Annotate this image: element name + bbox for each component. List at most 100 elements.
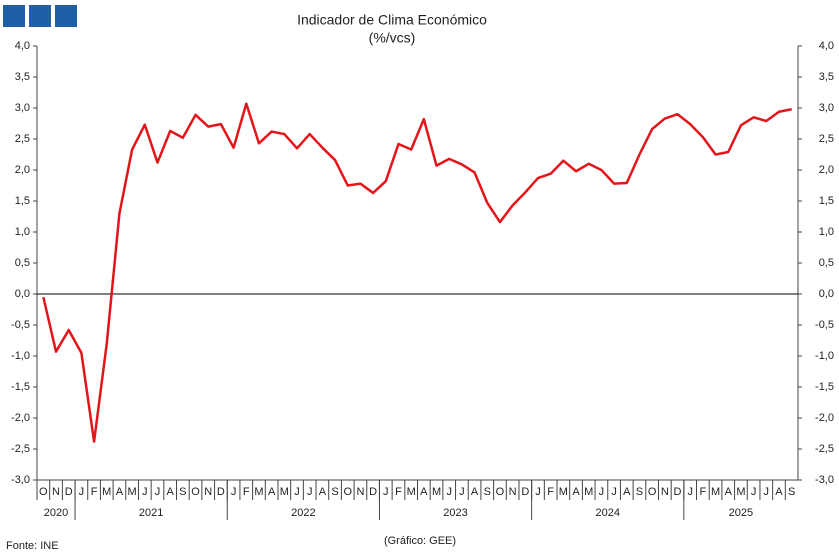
x-tick-label: N — [356, 486, 364, 498]
year-label: 2025 — [729, 507, 753, 519]
year-label: 2024 — [596, 507, 620, 519]
x-tick-label: A — [775, 486, 783, 498]
y2-tick-label: 2,0 — [819, 164, 834, 176]
logo-square — [55, 5, 77, 27]
y-tick-label: 2,0 — [15, 164, 30, 176]
x-tick-label: F — [395, 486, 402, 498]
y2-tick-label: -2,5 — [815, 443, 834, 455]
x-tick-label: J — [751, 486, 757, 498]
x-tick-label: M — [432, 486, 441, 498]
chart-subtitle: (%/vcs) — [369, 30, 416, 46]
x-tick-label: J — [155, 486, 161, 498]
x-tick-label: J — [459, 486, 465, 498]
y-tick-label: 0,5 — [15, 257, 30, 269]
x-tick-label: J — [294, 486, 300, 498]
y-tick-label: 1,0 — [15, 226, 30, 238]
x-tick-label: J — [611, 486, 617, 498]
y-tick-label: -2,5 — [11, 443, 30, 455]
x-tick-label: D — [674, 486, 682, 498]
x-tick-label: J — [142, 486, 148, 498]
x-tick-label: A — [319, 486, 327, 498]
data-line — [42, 102, 792, 443]
x-tick-label: N — [52, 486, 60, 498]
x-tick-label: S — [636, 486, 643, 498]
x-tick-label: J — [79, 486, 85, 498]
x-tick-label: S — [788, 486, 795, 498]
x-tick-label: J — [599, 486, 605, 498]
x-tick-label: S — [484, 486, 491, 498]
logo-square — [3, 5, 25, 27]
y2-tick-label: 0,5 — [819, 257, 834, 269]
y2-tick-label: 3,5 — [819, 71, 834, 83]
year-label: 2021 — [139, 507, 163, 519]
x-tick-label: M — [102, 486, 111, 498]
y-tick-label: -0,5 — [11, 319, 30, 331]
x-tick-label: D — [369, 486, 377, 498]
y-tick-label: 4,0 — [15, 40, 30, 52]
y-tick-label: 3,5 — [15, 71, 30, 83]
y2-tick-label: 0,0 — [819, 288, 834, 300]
x-tick-label: A — [572, 486, 580, 498]
year-label: 2022 — [291, 507, 315, 519]
y-tick-label: -1,5 — [11, 381, 30, 393]
x-tick-label: F — [547, 486, 554, 498]
y-tick-label: 1,5 — [15, 195, 30, 207]
x-tick-label: A — [268, 486, 276, 498]
y2-tick-label: 1,5 — [819, 195, 834, 207]
x-tick-label: A — [116, 486, 124, 498]
x-tick-label: D — [217, 486, 225, 498]
x-tick-label: D — [65, 486, 73, 498]
x-tick-label: M — [128, 486, 137, 498]
chart-title: Indicador de Clima Económico — [297, 12, 487, 28]
x-tick-label: A — [623, 486, 631, 498]
x-tick-label: O — [648, 486, 657, 498]
y-tick-label: 3,0 — [15, 102, 30, 114]
x-tick-label: J — [687, 486, 693, 498]
year-label: 2023 — [443, 507, 467, 519]
x-tick-label: O — [343, 486, 352, 498]
x-tick-label: M — [254, 486, 263, 498]
y-tick-label: 2,5 — [15, 133, 30, 145]
x-tick-label: J — [764, 486, 770, 498]
y2-tick-label: 1,0 — [819, 226, 834, 238]
y-tick-label: -1,0 — [11, 350, 30, 362]
year-label: 2020 — [44, 507, 68, 519]
y2-tick-label: -3,0 — [815, 474, 834, 486]
x-tick-label: M — [711, 486, 720, 498]
x-tick-label: F — [700, 486, 707, 498]
x-tick-label: M — [559, 486, 568, 498]
x-tick-label: S — [331, 486, 338, 498]
source: Fonte: INE — [6, 540, 59, 552]
x-tick-label: M — [280, 486, 289, 498]
x-tick-label: A — [167, 486, 175, 498]
x-tick-label: F — [243, 486, 250, 498]
y2-tick-label: 4,0 — [819, 40, 834, 52]
y-tick-label: 0,0 — [15, 288, 30, 300]
x-tick-label: N — [661, 486, 669, 498]
y2-tick-label: -2,0 — [815, 412, 834, 424]
x-tick-label: O — [39, 486, 48, 498]
x-tick-label: N — [204, 486, 212, 498]
x-tick-label: O — [496, 486, 505, 498]
x-tick-label: A — [420, 486, 428, 498]
x-tick-label: M — [407, 486, 416, 498]
x-tick-label: A — [725, 486, 733, 498]
x-tick-label: F — [91, 486, 98, 498]
credit: (Gráfico: GEE) — [384, 535, 456, 547]
x-tick-label: M — [736, 486, 745, 498]
x-tick-label: J — [446, 486, 452, 498]
x-tick-label: S — [179, 486, 186, 498]
x-tick-label: J — [231, 486, 237, 498]
x-tick-label: N — [509, 486, 517, 498]
x-tick-label: J — [383, 486, 389, 498]
x-tick-label: D — [521, 486, 529, 498]
x-tick-label: A — [471, 486, 479, 498]
y-tick-label: -2,0 — [11, 412, 30, 424]
y2-tick-label: -1,5 — [815, 381, 834, 393]
y2-tick-label: 2,5 — [819, 133, 834, 145]
y2-tick-label: -1,0 — [815, 350, 834, 362]
y2-tick-label: 3,0 — [819, 102, 834, 114]
y-tick-label: -3,0 — [11, 474, 30, 486]
logo-square — [29, 5, 51, 27]
